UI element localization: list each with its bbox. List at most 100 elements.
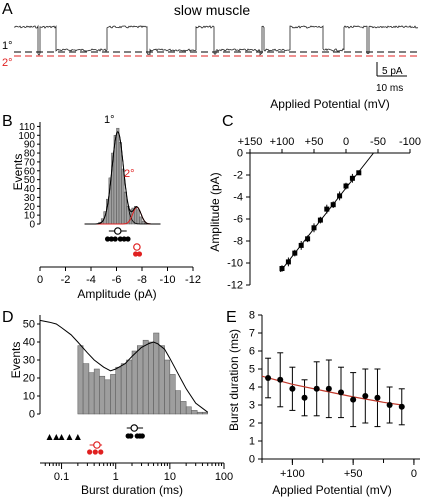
data-point (349, 175, 355, 181)
histogram-bar (88, 372, 95, 415)
y-tick-label: 100 (18, 131, 35, 142)
data-point (386, 402, 393, 408)
scalebar-x-label: 10 ms (376, 83, 403, 94)
y-tick-label: -12 (227, 280, 243, 292)
histogram-bar (116, 127, 120, 225)
x-tick-label: 0 (37, 274, 43, 286)
histogram-bar (99, 375, 106, 415)
panel-c: C Applied Potential (mV) +150 +100 +50 0 -50… (208, 97, 421, 292)
peak-label-primary: 1° (104, 114, 115, 126)
panel-a: A slow muscle 1° 2° 5 pA 10 ms (2, 1, 419, 94)
histogram-bar (153, 332, 160, 415)
y-tick-label: 20 (24, 202, 36, 213)
primary-filled-dot (104, 236, 111, 242)
secondary-filled-dot (133, 251, 139, 257)
data-point (343, 183, 349, 189)
histogram-bar (191, 410, 198, 415)
x-tick-label: -12 (185, 274, 201, 286)
panel-e-ylabel: Burst duration (ms) (227, 329, 241, 431)
histogram-bar (180, 401, 187, 415)
sum-fit (84, 131, 161, 225)
y-tick-label: 8 (249, 310, 255, 322)
histogram-bar (115, 366, 122, 415)
x-tick-label: 0.1 (54, 471, 69, 483)
data-point (298, 242, 304, 248)
histogram-bar (185, 406, 192, 415)
data-point (330, 202, 336, 208)
primary-level-label: 1° (2, 40, 13, 52)
secondary-mean-marker (133, 243, 141, 251)
panel-d-xlabel: Burst duration (ms) (81, 483, 183, 497)
data-point (265, 375, 272, 381)
y-tick-label: 6 (249, 346, 255, 358)
histogram-bar (175, 390, 181, 415)
panel-letter-c: C (222, 113, 234, 130)
data-point (317, 217, 323, 223)
y-tick-label: 0 (29, 220, 35, 231)
triangle-marker (74, 434, 81, 440)
histogram-bar (139, 216, 143, 225)
data-point (279, 266, 285, 271)
amplitude-vs-potential: +150 +100 +50 0 -50 -100 0 -2 -4 -6 -8 -10 -12 (227, 136, 421, 292)
data-point (285, 259, 291, 265)
x-tick-label: 10 (164, 471, 176, 483)
secondary-filled-dot (136, 251, 143, 257)
x-tick-label: 100 (215, 471, 233, 483)
panel-letter-b: B (2, 113, 13, 130)
data-point (311, 225, 317, 231)
histogram-bar (202, 411, 208, 415)
y-tick-label: 60 (24, 166, 36, 177)
x-tick-label: +50 (305, 136, 324, 148)
burst-duration-histogram: 0 10 20 30 40 50 0.1 1 10 100 (23, 315, 233, 483)
data-point (301, 394, 308, 401)
histogram-bar (196, 411, 203, 415)
y-tick-label: 40 (24, 184, 36, 195)
y-tick-label: -2 (233, 170, 243, 182)
y-tick-label: 50 (24, 175, 36, 186)
secondary-mean-marker (93, 441, 101, 449)
data-point (325, 385, 332, 392)
data-point (289, 385, 296, 392)
x-tick-label: -6 (112, 274, 122, 286)
primary-mean-marker (130, 424, 139, 432)
data-point (337, 193, 343, 199)
panel-letter-e: E (226, 309, 237, 326)
y-tick-label: 30 (23, 355, 35, 367)
y-tick-label: 0 (237, 148, 243, 160)
peak-label-secondary: 2° (124, 168, 135, 180)
x-tick-label: 1 (113, 471, 119, 483)
x-tick-label: 0 (411, 468, 417, 480)
data-point (313, 385, 320, 392)
y-tick-label: -10 (227, 258, 243, 270)
panel-letter-a: A (2, 1, 13, 18)
y-tick-label: 3 (249, 400, 255, 412)
secondary-filled-dot (92, 449, 98, 455)
scalebar-y-label: 5 pA (382, 66, 403, 77)
histogram-bar (142, 339, 149, 415)
fit-curve (39, 319, 208, 413)
histogram-bar (169, 374, 176, 415)
y-tick-label: 0 (29, 409, 35, 421)
histogram-bar (120, 363, 127, 415)
x-tick-label: 0 (343, 136, 349, 148)
panel-b-xlabel: Amplitude (pA) (77, 287, 156, 301)
histogram-bar (82, 363, 90, 415)
y-tick-label: 1 (249, 436, 255, 448)
triangle-marker (46, 434, 53, 440)
x-tick-label: -10 (160, 274, 176, 286)
panel-a-title: slow muscle (174, 2, 250, 18)
secondary-level-label: 2° (2, 57, 13, 69)
y-tick-label: 50 (23, 319, 35, 331)
data-point (292, 250, 298, 256)
data-point (350, 396, 357, 403)
panel-c-xlabel: Applied Potential (mV) (270, 97, 389, 111)
histogram-bar (77, 345, 84, 415)
x-tick-label: -2 (61, 274, 71, 286)
y-tick-label: -4 (233, 192, 243, 204)
x-tick-label: -8 (137, 274, 147, 286)
primary-filled-dot (128, 433, 134, 439)
histogram-bar (118, 142, 122, 225)
primary-mean-marker (113, 227, 122, 235)
